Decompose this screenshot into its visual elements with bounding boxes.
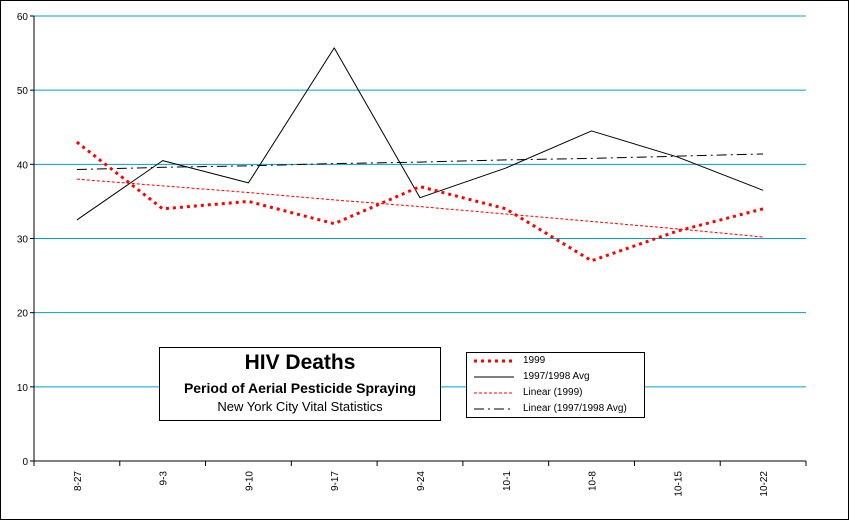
legend-item-1999: 1999	[471, 354, 643, 368]
series-line-linear-1997-1998-avg	[76, 153, 764, 171]
legend: 1999 1997/1998 Avg Linear (1999) Linear …	[466, 352, 645, 418]
chart-title: HIV Deaths	[244, 351, 356, 374]
x-tick-label-10-1: 10-1	[502, 471, 513, 491]
x-tick-label-10-15: 10-15	[673, 471, 684, 497]
y-tick-label-60: 60	[17, 12, 29, 23]
y-tick-label-40: 40	[17, 160, 29, 171]
x-tick-label-8-27: 8-27	[73, 471, 84, 491]
y-axis: 0 10 20 30 40 50 60	[17, 12, 35, 468]
x-tick-label-9-3: 9-3	[159, 471, 170, 486]
x-tick-label-9-24: 9-24	[416, 471, 427, 491]
legend-swatch-linear-avg	[474, 408, 514, 410]
y-tick-label-20: 20	[17, 309, 29, 320]
x-tick-label-9-10: 9-10	[244, 471, 255, 491]
legend-swatch-1999	[474, 359, 514, 363]
x-tick-label-10-22: 10-22	[759, 471, 770, 497]
legend-item-avg: 1997/1998 Avg	[471, 370, 643, 384]
legend-swatch-linear-1999	[474, 392, 514, 394]
legend-item-linear-1999: Linear (1999)	[471, 386, 643, 400]
y-tick-label-10: 10	[17, 383, 29, 394]
y-tick-label-0: 0	[22, 457, 28, 468]
y-tick-label-50: 50	[17, 86, 29, 97]
gridlines	[34, 15, 806, 388]
legend-label-linear-avg: Linear (1997/1998 Avg)	[523, 403, 627, 414]
chart-subtitle: Period of Aerial Pesticide Spraying	[183, 380, 417, 396]
series-line-1997-1998-avg	[76, 47, 764, 221]
x-axis: 8-27 9-3 9-10 9-17 9-24 10-1 10-8 10-15 10-22	[33, 460, 807, 497]
legend-label-1999: 1999	[523, 355, 546, 366]
series-group	[75, 47, 764, 263]
series-line-1999	[75, 140, 764, 263]
y-tick-label-30: 30	[17, 235, 29, 246]
legend-label-linear-1999: Linear (1999)	[523, 387, 583, 398]
legend-swatch-avg	[474, 376, 514, 378]
legend-item-linear-avg: Linear (1997/1998 Avg)	[471, 402, 643, 416]
chart-source: New York City Vital Statistics	[217, 399, 383, 414]
series-line-linear-1999	[76, 178, 764, 238]
x-tick-label-10-8: 10-8	[588, 471, 599, 491]
chart-title-box: HIV Deaths Period of Aerial Pesticide Sp…	[159, 347, 441, 421]
legend-label-avg: 1997/1998 Avg	[523, 371, 590, 382]
x-tick-label-9-17: 9-17	[330, 471, 341, 491]
